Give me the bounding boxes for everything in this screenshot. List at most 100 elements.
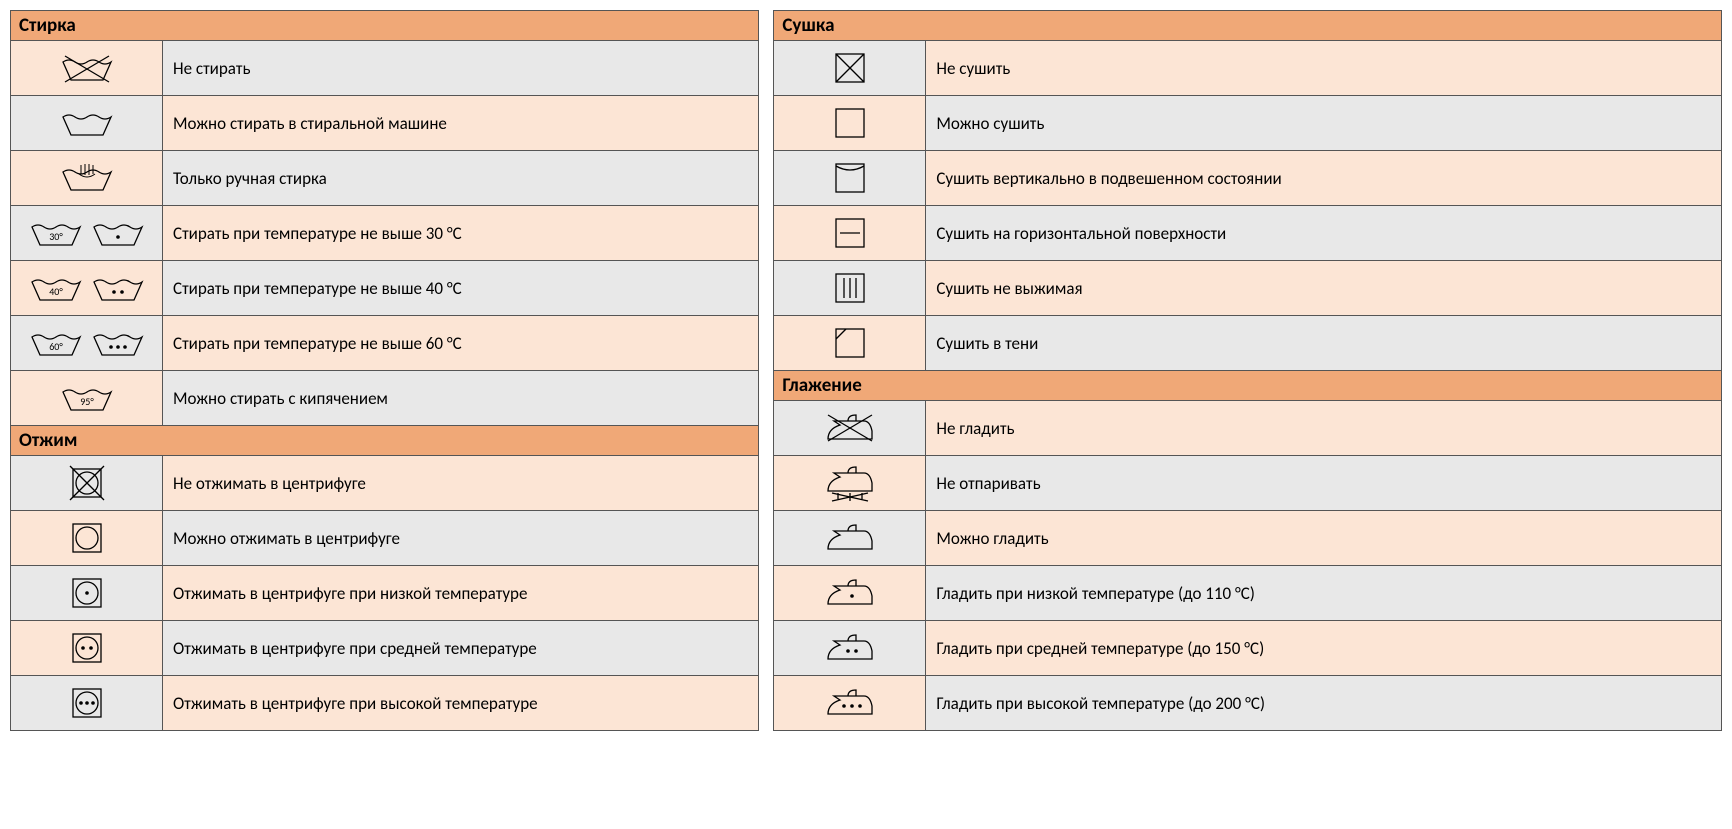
symbol-row: 60° Стирать при температуре не выше 60 °C <box>11 316 758 371</box>
symbol-cell: 30° <box>11 206 163 260</box>
symbol-row: Не отжимать в центрифуге <box>11 456 758 511</box>
iron-2dot-icon <box>822 631 878 665</box>
symbol-cell: 40° <box>11 261 163 315</box>
symbol-row: Гладить при средней температуре (до 150 … <box>774 621 1721 676</box>
section-header: Отжим <box>11 426 758 456</box>
description-cell: Сушить вертикально в подвешенном состоян… <box>926 151 1721 205</box>
description-cell: Гладить при высокой температуре (до 200 … <box>926 676 1721 730</box>
section-header: Сушка <box>774 11 1721 41</box>
symbol-cell <box>774 261 926 315</box>
symbol-cell <box>11 621 163 675</box>
symbol-cell: 60° <box>11 316 163 370</box>
description-cell: Сушить в тени <box>926 316 1721 370</box>
symbol-row: Только ручная стирка <box>11 151 758 206</box>
symbol-row: Сушить в тени <box>774 316 1721 371</box>
description-cell: Можно гладить <box>926 511 1721 565</box>
svg-text:95°: 95° <box>80 395 94 408</box>
description-cell: Отжимать в центрифуге при низкой темпера… <box>163 566 758 620</box>
symbol-row: Можно стирать в стиральной машине <box>11 96 758 151</box>
description-cell: Отжимать в центрифуге при средней темпер… <box>163 621 758 675</box>
symbol-cell <box>774 206 926 260</box>
symbol-cell <box>11 151 163 205</box>
description-cell: Стирать при температуре не выше 60 °C <box>163 316 758 370</box>
symbol-row: 30° Стирать при температуре не выше 30 °C <box>11 206 758 261</box>
symbol-row: Можно сушить <box>774 96 1721 151</box>
symbol-row: Можно отжимать в центрифуге <box>11 511 758 566</box>
symbol-row: Отжимать в центрифуге при высокой темпер… <box>11 676 758 731</box>
symbol-cell <box>11 456 163 510</box>
right-column: СушкаНе сушитьМожно сушитьСушить вертика… <box>773 10 1722 731</box>
symbol-row: Отжимать в центрифуге при низкой темпера… <box>11 566 758 621</box>
wash-95-icon: 95° <box>59 380 115 416</box>
description-cell: Не отжимать в центрифуге <box>163 456 758 510</box>
description-cell: Не гладить <box>926 401 1721 455</box>
symbol-row: 95° Можно стирать с кипячением <box>11 371 758 426</box>
section-header: Стирка <box>11 11 758 41</box>
symbol-cell <box>774 316 926 370</box>
symbol-cell <box>774 566 926 620</box>
wash-3dot-icon <box>90 325 146 361</box>
sq-circle-icon <box>67 518 107 558</box>
description-cell: Можно сушить <box>926 96 1721 150</box>
symbol-row: Не отпаривать <box>774 456 1721 511</box>
symbol-row: Не стирать <box>11 41 758 96</box>
sq-circle-3dot-icon <box>67 683 107 723</box>
svg-text:40°: 40° <box>49 285 63 298</box>
wash-no-icon <box>59 50 115 86</box>
symbol-cell <box>774 621 926 675</box>
symbol-cell <box>774 456 926 510</box>
symbol-row: Не гладить <box>774 401 1721 456</box>
sq-curve-icon <box>830 158 870 198</box>
iron-nosteam-icon <box>822 463 878 503</box>
symbol-cell <box>774 401 926 455</box>
description-cell: Можно отжимать в центрифуге <box>163 511 758 565</box>
left-column: СтиркаНе стиратьМожно стирать в стиральн… <box>10 10 759 731</box>
description-cell: Сушить не выжимая <box>926 261 1721 315</box>
symbol-row: Можно гладить <box>774 511 1721 566</box>
wash-2dot-icon <box>90 270 146 306</box>
description-cell: Не отпаривать <box>926 456 1721 510</box>
iron-icon <box>822 521 878 555</box>
sq-icon <box>830 103 870 143</box>
symbol-row: Гладить при высокой температуре (до 200 … <box>774 676 1721 731</box>
sq-hline-icon <box>830 213 870 253</box>
sq-circle-no-icon <box>67 463 107 503</box>
wash-40-icon: 40° <box>28 270 84 306</box>
symbol-cell: 95° <box>11 371 163 425</box>
symbol-cell <box>774 96 926 150</box>
description-cell: Гладить при средней температуре (до 150 … <box>926 621 1721 675</box>
symbol-cell <box>774 511 926 565</box>
symbol-cell <box>11 511 163 565</box>
symbol-row: Сушить на горизонтальной поверхности <box>774 206 1721 261</box>
symbol-row: Сушить вертикально в подвешенном состоян… <box>774 151 1721 206</box>
svg-text:30°: 30° <box>49 230 63 243</box>
symbol-row: Гладить при низкой температуре (до 110 °… <box>774 566 1721 621</box>
description-cell: Отжимать в центрифуге при высокой темпер… <box>163 676 758 730</box>
symbol-cell <box>11 96 163 150</box>
symbol-cell <box>11 566 163 620</box>
description-cell: Можно стирать с кипячением <box>163 371 758 425</box>
description-cell: Не сушить <box>926 41 1721 95</box>
sq-3vline-icon <box>830 268 870 308</box>
iron-1dot-icon <box>822 576 878 610</box>
sq-circle-2dot-icon <box>67 628 107 668</box>
description-cell: Не стирать <box>163 41 758 95</box>
symbol-row: 40°Стирать при температуре не выше 40 °C <box>11 261 758 316</box>
sq-circle-1dot-icon <box>67 573 107 613</box>
symbol-row: Отжимать в центрифуге при средней темпер… <box>11 621 758 676</box>
symbol-cell <box>774 151 926 205</box>
svg-text:60°: 60° <box>49 340 63 353</box>
description-cell: Стирать при температуре не выше 30 °C <box>163 206 758 260</box>
symbol-cell <box>11 41 163 95</box>
symbol-row: Не сушить <box>774 41 1721 96</box>
iron-no-icon <box>822 411 878 445</box>
description-cell: Гладить при низкой температуре (до 110 °… <box>926 566 1721 620</box>
iron-3dot-icon <box>822 686 878 720</box>
wash-icon <box>59 105 115 141</box>
sq-no-icon <box>830 48 870 88</box>
symbol-cell <box>774 41 926 95</box>
symbol-row: Сушить не выжимая <box>774 261 1721 316</box>
description-cell: Сушить на горизонтальной поверхности <box>926 206 1721 260</box>
symbol-cell <box>774 676 926 730</box>
wash-30-icon: 30° <box>28 215 84 251</box>
